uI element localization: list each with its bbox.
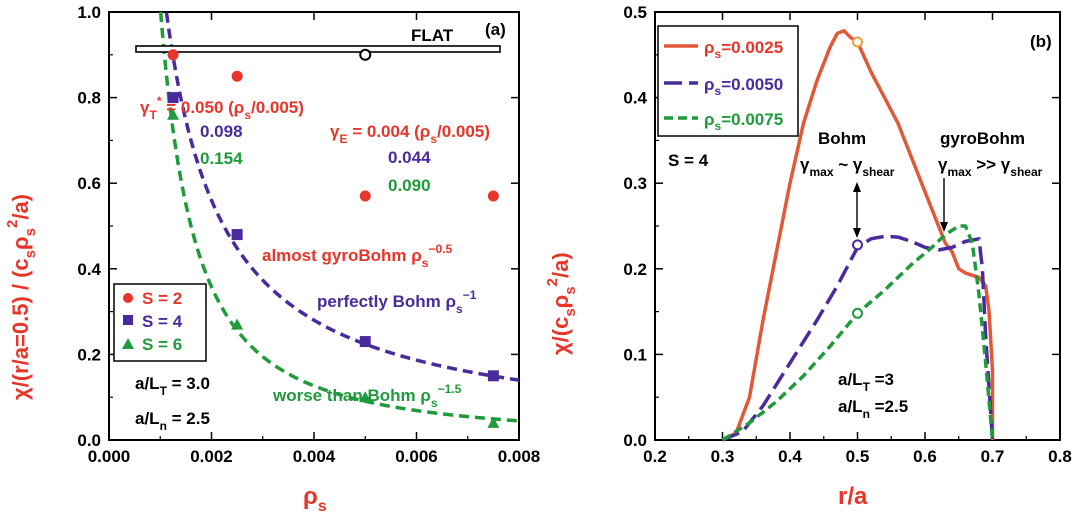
gyrobohm-label: gyroBohm (940, 129, 1025, 148)
a-x-tick-label: 0.004 (293, 447, 336, 466)
annotation-arrows (853, 178, 948, 238)
data-point-s6 (231, 318, 244, 330)
data-point-s6 (167, 108, 180, 120)
b-x-tick-label: 0.3 (711, 447, 735, 466)
data-point-s6 (359, 391, 372, 403)
data-point-s4 (167, 92, 179, 104)
b-a-lt-label: a/LT =3 (838, 370, 894, 394)
a-x-tick-label: 0.006 (395, 447, 438, 466)
gyrobohm-arrow-head (940, 222, 948, 232)
panel-b-tag: (b) (1030, 32, 1052, 51)
panel-a: 0.000 0.002 0.004 0.006 0.008 0.0 0.2 0.4 0.6 0.8… (4, 3, 540, 515)
legend-rho0050-label: ρs=0.0050 (704, 75, 783, 98)
flat-bar (135, 45, 501, 53)
profile-line-2 (721, 234, 995, 442)
a-y-tick-label: 1.0 (77, 3, 101, 22)
panel-b-y-axis-label: χ/(csρs2/a) (544, 252, 579, 355)
bohm-arrow-head-up (853, 182, 861, 192)
profile-line-3 (721, 224, 995, 442)
gamma-t-s6-value: 0.154 (200, 149, 243, 168)
s4-label: S = 4 (668, 151, 709, 170)
b-x-tick-label: 0.5 (846, 447, 870, 466)
panel-a-legend: S = 2 S = 4 S = 6 (113, 283, 207, 362)
panel-b: 0.2 0.3 0.4 0.5 0.6 0.7 0.80.00.10.20.30.40.5 … (544, 3, 1072, 510)
gamma-t-s4-value: 0.098 (200, 122, 243, 141)
panel-a-ticks: 0.000 0.002 0.004 0.006 0.008 0.0 0.2 0.4 0.6 0.8… (77, 3, 540, 466)
b-y-tick-label: 0.3 (623, 174, 647, 193)
worse-than-bohm-label: worse than Bohm ρs−1.5 (272, 382, 462, 410)
gyrobohm-relation: γmax >> γshear (938, 155, 1043, 179)
panel-b-markers (852, 36, 863, 319)
fit-curve-s4 (164, 12, 520, 382)
legend-s2-label: S = 2 (142, 289, 182, 308)
bohm-arrow-head-down (853, 228, 861, 238)
a-y-tick-label: 0.6 (77, 174, 101, 193)
data-point-s2 (231, 70, 243, 82)
legend-s6-marker (122, 338, 134, 349)
data-point-s2 (487, 190, 499, 202)
panel-b-legend: ρs=0.0025 ρs=0.0050 ρs=0.0075 (657, 25, 799, 137)
gamma-t-annotation: γT* = 0.050 (ρs/0.005) (140, 94, 304, 122)
data-point-s6 (487, 416, 500, 428)
panel-a-x-axis-label: ρs (303, 483, 327, 515)
data-point-s4 (231, 229, 243, 241)
panel-a-fit-curves (158, 11, 520, 423)
a-y-tick-label: 0.4 (77, 260, 101, 279)
panel-a-tag: (a) (485, 20, 506, 39)
b-x-tick-label: 0.2 (643, 447, 667, 466)
perfectly-bohm-label: perfectly Bohm ρs−1 (317, 288, 477, 316)
fit-curve-s6 (158, 11, 520, 423)
a-x-tick-label: 0.002 (190, 447, 233, 466)
legend-s4-marker (123, 315, 133, 325)
a-y-tick-label: 0.0 (77, 431, 101, 450)
b-x-tick-label: 0.7 (981, 447, 1005, 466)
data-point-s4 (487, 370, 499, 382)
b-x-tick-label: 0.4 (778, 447, 802, 466)
legend-s6-label: S = 6 (142, 335, 182, 354)
profile-line-1 (721, 29, 995, 442)
a-y-tick-label: 0.8 (77, 89, 101, 108)
flat-point (359, 48, 372, 61)
gamma-e-annotation: γE = 0.004 (ρs/0.005) (330, 122, 490, 146)
a-y-tick-label: 0.2 (77, 345, 101, 364)
flat-label: FLAT (411, 26, 454, 45)
legend-s4-label: S = 4 (142, 312, 183, 331)
data-point-s2 (359, 190, 371, 202)
b-y-tick-label: 0.2 (623, 260, 647, 279)
b-a-ln-label: a/Ln =2.5 (838, 397, 908, 421)
b-x-tick-label: 0.6 (913, 447, 937, 466)
a-lt-label: a/LT = 3.0 (135, 374, 210, 398)
data-point-s4 (359, 336, 371, 348)
midradius-marker-3 (852, 307, 863, 319)
b-y-tick-label: 0.5 (623, 3, 647, 22)
b-y-tick-label: 0.1 (623, 345, 647, 364)
panel-a-y-axis-label: χ/(r/a=0.5) / (csρs2/a) (4, 194, 39, 400)
panel-b-x-axis-label: r/a (838, 483, 868, 510)
gamma-e-s4-value: 0.044 (388, 148, 431, 167)
midradius-marker-1 (852, 36, 863, 48)
bohm-relation: γmax ~ γshear (800, 155, 895, 179)
a-x-tick-label: 0.008 (498, 447, 541, 466)
data-point-s2 (167, 49, 179, 61)
legend-rho0025-label: ρs=0.0025 (704, 38, 783, 61)
b-x-tick-label: 0.8 (1048, 447, 1072, 466)
gamma-e-s6-value: 0.090 (388, 176, 431, 195)
legend-rho0075-label: ρs=0.0075 (704, 110, 783, 133)
almost-gyrobohm-label: almost gyroBohm ρs−0.5 (262, 242, 452, 270)
panel-b-lines (721, 29, 995, 442)
b-y-tick-label: 0.4 (623, 89, 647, 108)
panel-a-markers (167, 48, 500, 428)
bohm-label: Bohm (818, 129, 866, 148)
legend-s2-marker (123, 293, 133, 303)
a-ln-label: a/Ln = 2.5 (135, 409, 210, 433)
b-y-tick-label: 0.0 (623, 431, 647, 450)
a-x-tick-label: 0.000 (88, 447, 131, 466)
midradius-marker-2 (852, 239, 863, 251)
